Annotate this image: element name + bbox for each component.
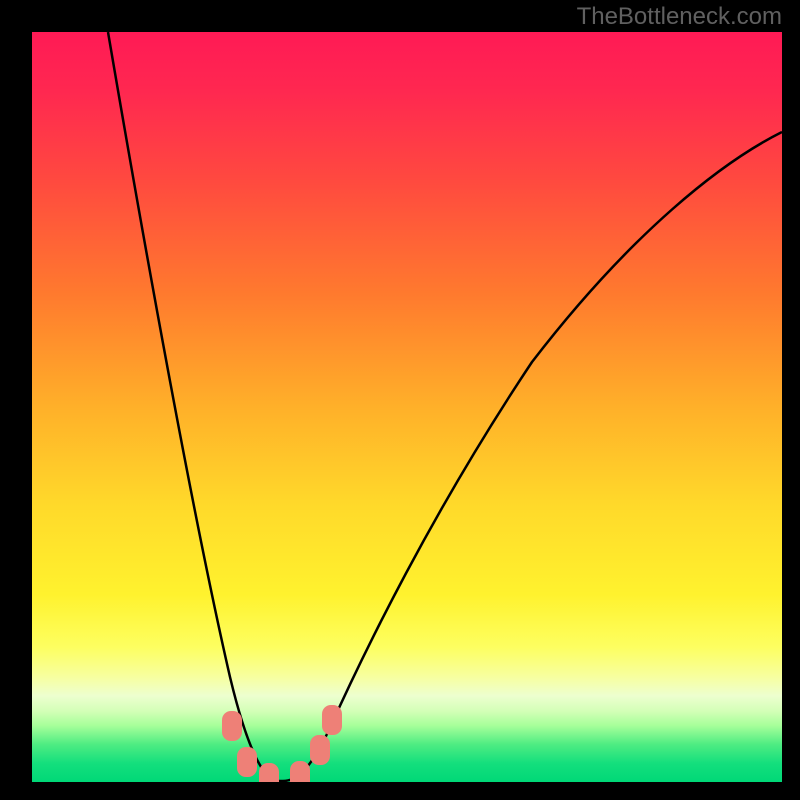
plot-area [32, 32, 782, 782]
scatter-point [322, 705, 342, 735]
scatter-point [259, 763, 279, 782]
watermark-text: TheBottleneck.com [577, 3, 782, 31]
scatter-point [290, 761, 310, 782]
scatter-point [222, 711, 242, 741]
scatter-layer [32, 32, 782, 782]
scatter-point [237, 747, 257, 777]
scatter-point [310, 735, 330, 765]
